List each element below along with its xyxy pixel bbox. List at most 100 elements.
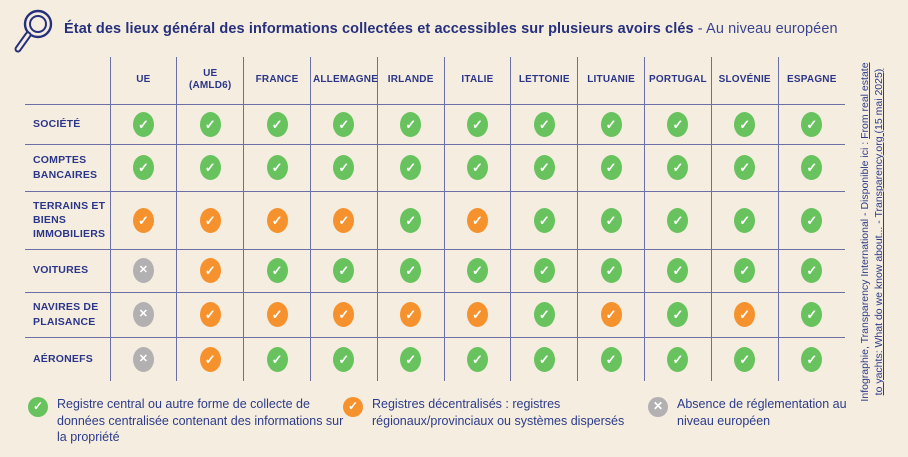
- green-check-icon: ✓: [333, 111, 355, 137]
- green-check-icon: ✓: [734, 346, 756, 372]
- green-check-icon: ✓: [667, 207, 689, 233]
- gray-x-icon: ✕: [648, 397, 668, 417]
- status-cell: ✓: [443, 103, 512, 145]
- status-cell: ✓: [309, 143, 378, 192]
- green-check-icon: ✓: [667, 346, 689, 372]
- status-cell: ✕: [109, 291, 178, 338]
- status-cell: ✓: [777, 103, 846, 145]
- status-cell: ✓: [243, 336, 311, 382]
- legend-text: Registre central ou autre forme de colle…: [57, 397, 344, 444]
- green-check-icon: ✓: [199, 111, 221, 137]
- status-cell: ✓: [176, 248, 245, 293]
- status-cell: ✓: [644, 291, 712, 338]
- status-cell: ✓: [176, 336, 245, 382]
- status-cell: ✓: [577, 248, 645, 293]
- status-cell: ✓: [443, 336, 512, 382]
- green-check-icon: ✓: [266, 155, 288, 180]
- credit-line1: Infographie, Transparency International …: [859, 138, 871, 402]
- column-header: LETTONIE: [510, 56, 579, 105]
- table-row: AÉRONEFS ✕ ✓ ✓ ✓ ✓ ✓ ✓ ✓ ✓ ✓ ✓: [24, 336, 846, 382]
- status-cell: ✓: [176, 190, 245, 250]
- status-cell: ✓: [577, 291, 645, 338]
- legend-text: Absence de réglementation au niveau euro…: [677, 397, 847, 428]
- status-cell: ✓: [644, 336, 712, 382]
- green-check-icon: ✓: [801, 207, 823, 233]
- green-check-icon: ✓: [333, 155, 355, 180]
- status-cell: ✓: [510, 190, 579, 250]
- page-header: État des lieux général des informations …: [10, 4, 838, 54]
- status-cell: ✓: [243, 143, 311, 192]
- status-cell: ✕: [109, 248, 178, 293]
- green-check-icon: ✓: [533, 346, 555, 372]
- row-label: TERRAINS ET BIENS IMMOBILIERS: [24, 190, 111, 250]
- status-cell: ✓: [777, 143, 846, 192]
- page-title-main: État des lieux général des informations …: [64, 21, 694, 37]
- status-cell: ✓: [176, 143, 245, 192]
- status-cell: ✓: [109, 190, 178, 250]
- green-check-icon: ✓: [28, 397, 48, 417]
- status-cell: ✓: [109, 103, 178, 145]
- status-cell: ✓: [510, 103, 579, 145]
- orange-check-icon: ✓: [333, 207, 355, 233]
- green-check-icon: ✓: [801, 111, 823, 137]
- status-cell: ✓: [176, 103, 245, 145]
- green-check-icon: ✓: [734, 111, 756, 137]
- orange-check-icon: ✓: [266, 302, 288, 327]
- orange-check-icon: ✓: [199, 302, 221, 327]
- gray-x-icon: ✕: [132, 302, 154, 327]
- green-check-icon: ✓: [199, 155, 221, 180]
- green-check-icon: ✓: [400, 155, 422, 180]
- green-check-icon: ✓: [667, 155, 689, 180]
- orange-check-icon: ✓: [466, 302, 488, 327]
- status-cell: ✓: [577, 336, 645, 382]
- status-cell: ✓: [510, 291, 579, 338]
- green-check-icon: ✓: [466, 155, 488, 180]
- status-cell: ✓: [710, 190, 779, 250]
- status-cell: ✓: [309, 248, 378, 293]
- status-cell: ✓: [376, 103, 445, 145]
- column-header: UE (AMLD6): [176, 56, 245, 105]
- status-cell: ✓: [309, 190, 378, 250]
- page-title-suffix: - Au niveau européen: [697, 21, 838, 37]
- table-row: TERRAINS ET BIENS IMMOBILIERS ✓ ✓ ✓ ✓ ✓ ✓ ✓ ✓ ✓ ✓ ✓: [24, 190, 846, 250]
- credit-link-part1[interactable]: From real estate: [859, 62, 871, 139]
- green-check-icon: ✓: [266, 346, 288, 372]
- orange-check-icon: ✓: [199, 346, 221, 372]
- table-row: VOITURES ✕ ✓ ✓ ✓ ✓ ✓ ✓ ✓ ✓ ✓ ✓: [24, 248, 846, 293]
- column-header: SLOVÉNIE: [710, 56, 779, 105]
- green-check-icon: ✓: [734, 155, 756, 180]
- green-check-icon: ✓: [667, 302, 689, 327]
- green-check-icon: ✓: [400, 111, 422, 137]
- green-check-icon: ✓: [667, 258, 689, 283]
- magnifier-icon: [14, 9, 53, 53]
- header-row: UE UE (AMLD6) FRANCE ALLEMAGNE IRLANDE ITALIE…: [24, 56, 846, 105]
- column-header: FRANCE: [243, 56, 311, 105]
- status-cell: ✓: [710, 103, 779, 145]
- status-cell: ✓: [577, 103, 645, 145]
- status-cell: ✓: [109, 143, 178, 192]
- green-check-icon: ✓: [132, 155, 154, 180]
- status-cell: ✓: [710, 143, 779, 192]
- status-cell: ✓: [644, 190, 712, 250]
- credit-link-part2[interactable]: to yachts: What do we know about... - Tr…: [872, 68, 885, 396]
- status-cell: ✓: [243, 190, 311, 250]
- status-cell: ✓: [777, 248, 846, 293]
- green-check-icon: ✓: [266, 258, 288, 283]
- orange-check-icon: ✓: [466, 207, 488, 233]
- green-check-icon: ✓: [533, 207, 555, 233]
- gray-x-icon: ✕: [132, 258, 154, 283]
- green-check-icon: ✓: [132, 111, 154, 137]
- green-check-icon: ✓: [266, 111, 288, 137]
- green-check-icon: ✓: [333, 258, 355, 283]
- corner-cell: [24, 56, 111, 105]
- table-row: COMPTES BANCAIRES ✓ ✓ ✓ ✓ ✓ ✓ ✓ ✓ ✓ ✓ ✓: [24, 143, 846, 192]
- status-cell: ✓: [777, 190, 846, 250]
- green-check-icon: ✓: [801, 258, 823, 283]
- legend-item: ✕ Absence de réglementation au niveau eur…: [648, 396, 853, 429]
- column-header: LITUANIE: [577, 56, 645, 105]
- orange-check-icon: ✓: [734, 302, 756, 327]
- green-check-icon: ✓: [734, 258, 756, 283]
- status-cell: ✓: [644, 143, 712, 192]
- green-check-icon: ✓: [734, 207, 756, 233]
- status-cell: ✓: [243, 291, 311, 338]
